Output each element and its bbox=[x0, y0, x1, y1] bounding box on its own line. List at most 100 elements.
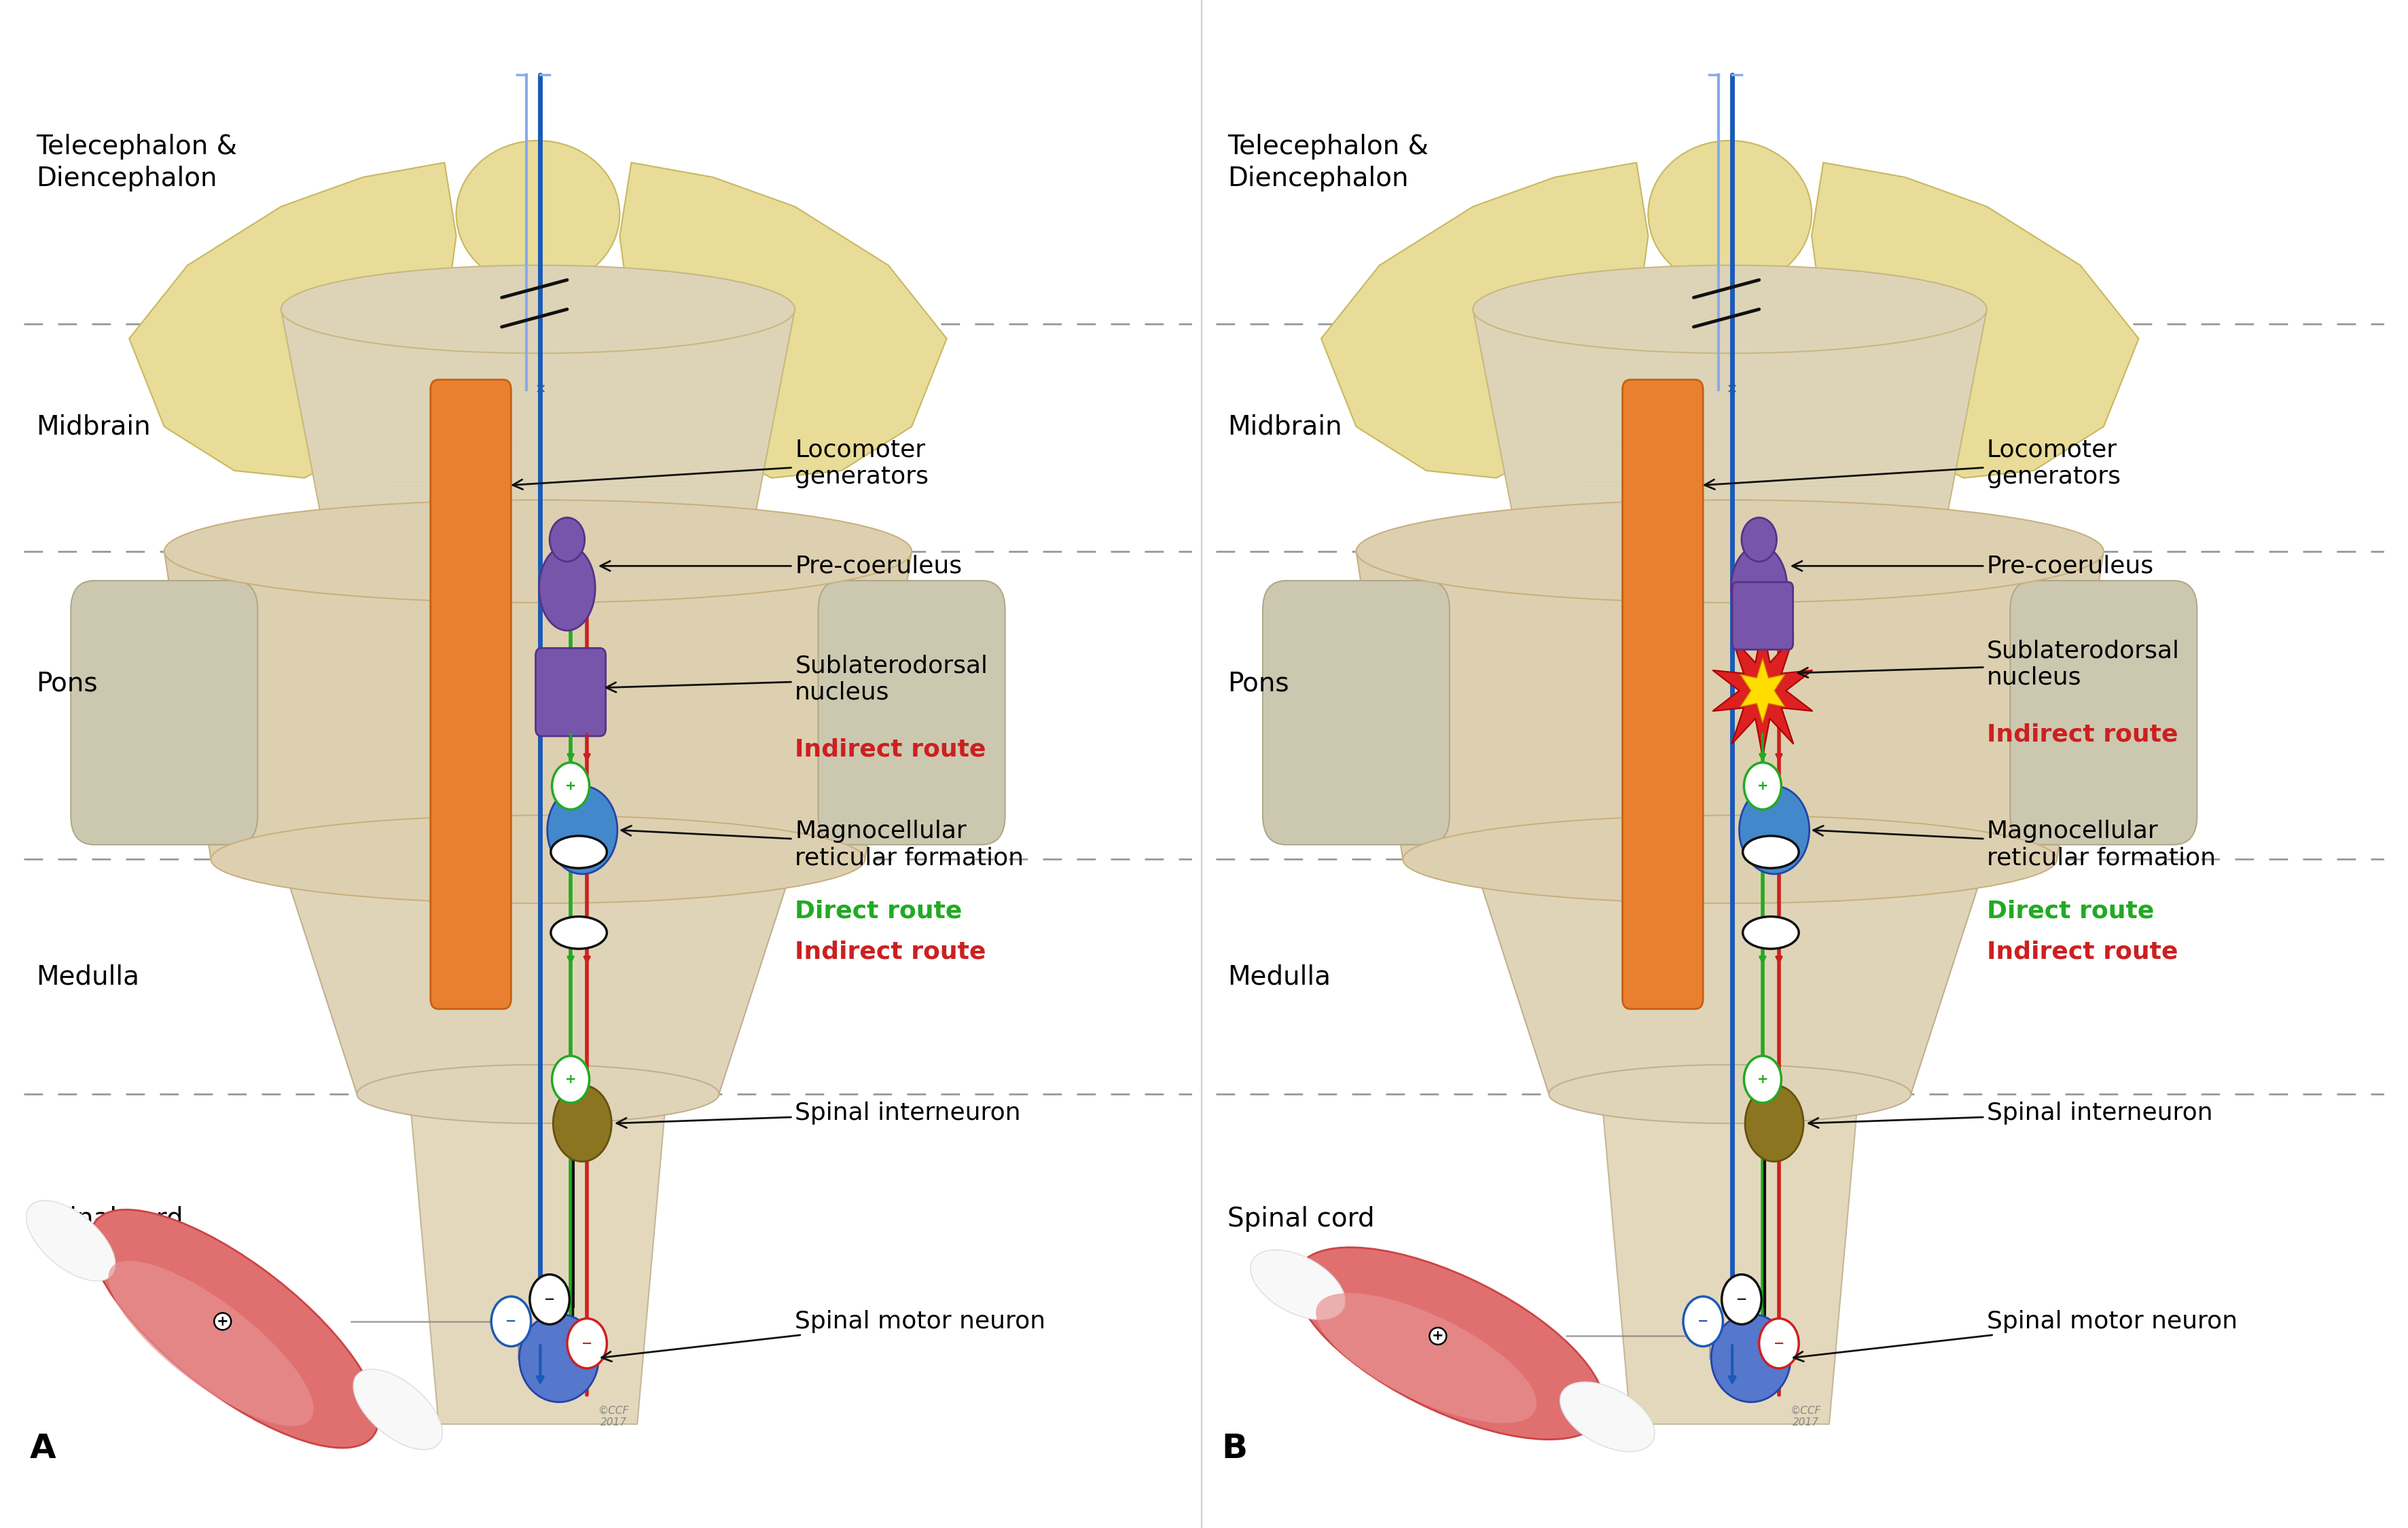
Polygon shape bbox=[1811, 162, 2138, 478]
Text: Midbrain: Midbrain bbox=[36, 414, 149, 440]
Ellipse shape bbox=[1741, 518, 1777, 562]
Text: −: − bbox=[1698, 1316, 1710, 1328]
Ellipse shape bbox=[1296, 1247, 1604, 1439]
Polygon shape bbox=[1601, 1094, 1859, 1424]
Ellipse shape bbox=[1683, 1296, 1722, 1346]
Ellipse shape bbox=[1722, 1274, 1760, 1325]
Text: +: + bbox=[566, 1073, 576, 1086]
Text: Sublaterodorsal
nucleus: Sublaterodorsal nucleus bbox=[1799, 639, 2179, 689]
Polygon shape bbox=[1474, 309, 1987, 552]
Text: Pons: Pons bbox=[36, 671, 96, 697]
Text: ✕: ✕ bbox=[1727, 384, 1739, 396]
Text: ✕: ✕ bbox=[535, 384, 547, 396]
Polygon shape bbox=[130, 162, 455, 478]
Text: A: A bbox=[29, 1433, 55, 1465]
Ellipse shape bbox=[1743, 917, 1799, 949]
Ellipse shape bbox=[26, 1201, 116, 1280]
Ellipse shape bbox=[89, 1210, 378, 1449]
Polygon shape bbox=[282, 309, 795, 552]
Ellipse shape bbox=[1315, 1293, 1536, 1423]
FancyBboxPatch shape bbox=[70, 581, 258, 845]
Text: Medulla: Medulla bbox=[36, 964, 140, 990]
Text: +: + bbox=[1758, 1073, 1767, 1086]
Ellipse shape bbox=[1548, 1065, 1912, 1123]
Text: Spinal interneuron: Spinal interneuron bbox=[1808, 1102, 2213, 1128]
Ellipse shape bbox=[282, 266, 795, 353]
Polygon shape bbox=[409, 1094, 667, 1424]
Text: ©CCF
2017: ©CCF 2017 bbox=[1792, 1406, 1820, 1427]
FancyBboxPatch shape bbox=[2011, 581, 2196, 845]
FancyBboxPatch shape bbox=[535, 648, 607, 736]
Polygon shape bbox=[619, 162, 946, 478]
Ellipse shape bbox=[354, 1369, 443, 1450]
Text: Telecephalon &
Diencephalon: Telecephalon & Diencephalon bbox=[1228, 134, 1428, 191]
Text: B: B bbox=[1221, 1433, 1247, 1465]
Polygon shape bbox=[1322, 162, 1647, 478]
Ellipse shape bbox=[547, 785, 616, 874]
Ellipse shape bbox=[1712, 1314, 1792, 1403]
Text: Locomoter
generators: Locomoter generators bbox=[513, 439, 929, 489]
Ellipse shape bbox=[568, 1319, 607, 1369]
Ellipse shape bbox=[1250, 1250, 1346, 1320]
Text: Pons: Pons bbox=[1228, 671, 1288, 697]
Text: Indirect route: Indirect route bbox=[1987, 723, 2179, 746]
Polygon shape bbox=[1741, 659, 1784, 723]
Ellipse shape bbox=[539, 545, 595, 631]
Text: Telecephalon &
Diencephalon: Telecephalon & Diencephalon bbox=[36, 134, 236, 191]
Ellipse shape bbox=[551, 836, 607, 868]
Text: Magnocellular
reticular formation: Magnocellular reticular formation bbox=[1813, 819, 2215, 869]
Ellipse shape bbox=[1746, 1085, 1804, 1161]
Ellipse shape bbox=[108, 1261, 313, 1426]
Ellipse shape bbox=[1560, 1381, 1654, 1452]
Text: Midbrain: Midbrain bbox=[1228, 414, 1341, 440]
Ellipse shape bbox=[455, 141, 619, 287]
Text: −: − bbox=[1736, 1293, 1748, 1306]
Text: Indirect route: Indirect route bbox=[795, 940, 987, 963]
FancyBboxPatch shape bbox=[1623, 379, 1702, 1008]
Ellipse shape bbox=[1404, 816, 2056, 903]
Ellipse shape bbox=[1760, 1319, 1799, 1369]
Text: Spinal interneuron: Spinal interneuron bbox=[616, 1102, 1021, 1128]
Ellipse shape bbox=[549, 518, 585, 562]
Ellipse shape bbox=[1743, 1056, 1782, 1103]
Ellipse shape bbox=[530, 1274, 568, 1325]
Text: Spinal cord: Spinal cord bbox=[36, 1206, 183, 1232]
Ellipse shape bbox=[1739, 785, 1808, 874]
Text: +: + bbox=[566, 779, 576, 793]
Polygon shape bbox=[1712, 625, 1813, 756]
FancyBboxPatch shape bbox=[1731, 582, 1794, 649]
Text: Pre-coeruleus: Pre-coeruleus bbox=[1792, 555, 2155, 578]
Ellipse shape bbox=[554, 1085, 612, 1161]
FancyBboxPatch shape bbox=[1262, 581, 1450, 845]
Ellipse shape bbox=[164, 500, 913, 602]
Text: Medulla: Medulla bbox=[1228, 964, 1332, 990]
Ellipse shape bbox=[1731, 545, 1787, 631]
Text: ©CCF
2017: ©CCF 2017 bbox=[600, 1406, 628, 1427]
Text: Pre-coeruleus: Pre-coeruleus bbox=[600, 555, 963, 578]
Ellipse shape bbox=[551, 1056, 590, 1103]
Text: Locomoter
generators: Locomoter generators bbox=[1705, 439, 2121, 489]
Ellipse shape bbox=[356, 1065, 720, 1123]
Text: Indirect route: Indirect route bbox=[795, 738, 987, 761]
Text: +: + bbox=[1758, 779, 1767, 793]
Text: −: − bbox=[544, 1293, 556, 1306]
Ellipse shape bbox=[1647, 141, 1811, 287]
Text: Spinal motor neuron: Spinal motor neuron bbox=[602, 1309, 1045, 1361]
Text: Spinal cord: Spinal cord bbox=[1228, 1206, 1375, 1232]
Text: Sublaterodorsal
nucleus: Sublaterodorsal nucleus bbox=[607, 654, 987, 704]
Ellipse shape bbox=[1743, 836, 1799, 868]
Text: Indirect route: Indirect route bbox=[1987, 940, 2179, 963]
Ellipse shape bbox=[212, 816, 864, 903]
Text: Direct route: Direct route bbox=[1987, 898, 2155, 923]
Ellipse shape bbox=[551, 917, 607, 949]
Ellipse shape bbox=[520, 1314, 600, 1403]
Text: Magnocellular
reticular formation: Magnocellular reticular formation bbox=[621, 819, 1023, 869]
Ellipse shape bbox=[1356, 500, 2105, 602]
FancyBboxPatch shape bbox=[431, 379, 510, 1008]
Text: +: + bbox=[1433, 1329, 1445, 1343]
Polygon shape bbox=[1474, 859, 1987, 1094]
Ellipse shape bbox=[1474, 266, 1987, 353]
Text: +: + bbox=[217, 1314, 229, 1328]
Text: Direct route: Direct route bbox=[795, 898, 963, 923]
Ellipse shape bbox=[491, 1296, 530, 1346]
